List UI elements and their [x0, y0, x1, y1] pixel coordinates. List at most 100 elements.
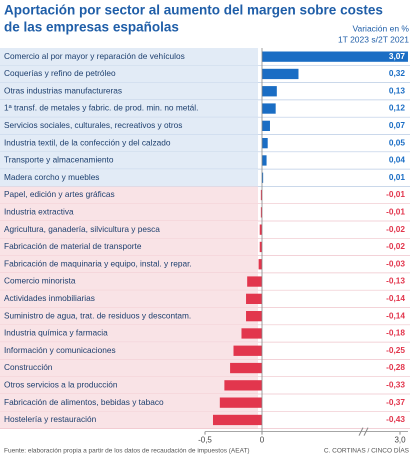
- bar: [212, 414, 262, 426]
- bar: [246, 311, 262, 322]
- row-background: [0, 169, 258, 187]
- x-tick-label: 3,0: [394, 436, 406, 445]
- bar: [262, 86, 277, 97]
- bar: [219, 397, 262, 408]
- bar: [259, 224, 262, 235]
- row-background: [0, 411, 258, 429]
- value-label: -0,03: [386, 258, 405, 268]
- value-label: -0,37: [386, 397, 405, 407]
- bar: [262, 103, 276, 114]
- value-label: -0,43: [386, 414, 405, 424]
- category-label: Industria extractiva: [4, 207, 74, 217]
- axis-break: [358, 427, 364, 436]
- bar: [262, 155, 267, 166]
- category-label: Comercio minorista: [4, 276, 76, 286]
- row-background: [0, 290, 258, 308]
- bar: [262, 120, 270, 131]
- value-label: -0,28: [386, 362, 405, 372]
- chart-title: Aportación por sector al aumento del mar…: [4, 3, 383, 18]
- row-background: [0, 272, 258, 291]
- row-background: [0, 186, 258, 204]
- value-label: -0,33: [386, 380, 405, 390]
- row-background: [0, 394, 258, 412]
- row-background: [0, 203, 258, 221]
- category-label: Madera corcho y muebles: [4, 172, 99, 182]
- row-background: [0, 117, 258, 135]
- chart-title: de las empresas españolas: [4, 20, 179, 35]
- bar: [247, 276, 262, 287]
- category-label: Otras industrias manufactureras: [4, 85, 122, 95]
- row-background: [0, 255, 258, 273]
- category-label: Coquerías y refino de petróleo: [4, 68, 116, 78]
- category-label: Fabricación de alimentos, bebidas y taba…: [4, 397, 164, 407]
- value-label: -0,02: [386, 241, 405, 251]
- value-label: -0,25: [386, 345, 405, 355]
- bar: [258, 259, 262, 270]
- bar: [262, 138, 268, 149]
- category-label: Comercio al por mayor y reparación de ve…: [4, 51, 185, 61]
- bar: [233, 345, 262, 356]
- row-background: [0, 65, 258, 83]
- bar: [260, 207, 262, 218]
- category-label: Transporte y almacenamiento: [4, 155, 114, 165]
- category-label: Otros servicios a la producción: [4, 380, 118, 390]
- source: Fuente: elaboración propia a partir de l…: [4, 448, 250, 455]
- category-label: Construcción: [4, 362, 53, 372]
- value-label: 0,13: [389, 85, 406, 95]
- value-label: 0,01: [389, 172, 406, 182]
- value-label: 0,04: [389, 155, 406, 165]
- value-label: 0,07: [389, 120, 406, 130]
- category-label: Servicios sociales, culturales, recreati…: [4, 120, 182, 130]
- category-label: Actividades inmobiliarias: [4, 293, 95, 303]
- row-background: [0, 324, 258, 343]
- row-background: [0, 48, 258, 66]
- value-label: 0,12: [389, 103, 406, 113]
- value-label: -0,13: [386, 276, 405, 286]
- bar: [230, 362, 262, 374]
- row-background: [0, 99, 258, 118]
- bar: [260, 189, 262, 201]
- row-background: [0, 221, 258, 239]
- subtitle: 1T 2023 s/2T 2021: [338, 34, 409, 44]
- category-label: Industria textil, de la confección y del…: [4, 137, 171, 147]
- value-label: -0,02: [386, 224, 405, 234]
- row-background: [0, 238, 258, 256]
- row-background: [0, 307, 258, 325]
- category-label: 1ª transf. de metales y fabric. de prod.…: [4, 103, 198, 113]
- x-tick-label: -0,5: [198, 436, 212, 445]
- category-label: Papel, edición y artes gráficas: [4, 189, 115, 199]
- value-label: -0,01: [386, 207, 405, 217]
- value-label: -0,14: [386, 293, 405, 303]
- row-background: [0, 134, 258, 152]
- axis-break: [363, 427, 369, 436]
- value-label: 3,07: [389, 51, 406, 61]
- category-label: Información y comunicaciones: [4, 345, 116, 355]
- bar: [241, 328, 262, 339]
- value-label: -0,18: [386, 328, 405, 338]
- row-background: [0, 82, 258, 100]
- value-label: 0,32: [389, 68, 406, 78]
- bar: [259, 241, 262, 253]
- value-label: -0,14: [386, 310, 405, 320]
- bar: [262, 68, 299, 80]
- category-label: Hostelería y restauración: [4, 414, 97, 424]
- row-background: [0, 151, 258, 170]
- category-label: Agricultura, ganadería, silvicultura y p…: [4, 224, 160, 234]
- category-label: Suministro de agua, trat. de residuos y …: [4, 310, 191, 320]
- value-label: 0,05: [389, 137, 406, 147]
- subtitle: Variación en %: [352, 23, 409, 33]
- row-background: [0, 376, 258, 394]
- credit: C. CORTINAS / CINCO DÍAS: [324, 446, 410, 455]
- x-tick-label: 0: [260, 436, 265, 445]
- row-background: [0, 342, 258, 360]
- bar: [262, 172, 264, 183]
- value-label: -0,01: [386, 189, 405, 199]
- category-label: Fabricación de material de transporte: [4, 241, 142, 251]
- bar: [262, 51, 408, 62]
- bar: [224, 380, 262, 391]
- category-label: Fabricación de maquinaria y equipo, inst…: [4, 258, 192, 268]
- bar: [246, 293, 262, 304]
- category-label: Industria química y farmacia: [4, 328, 108, 338]
